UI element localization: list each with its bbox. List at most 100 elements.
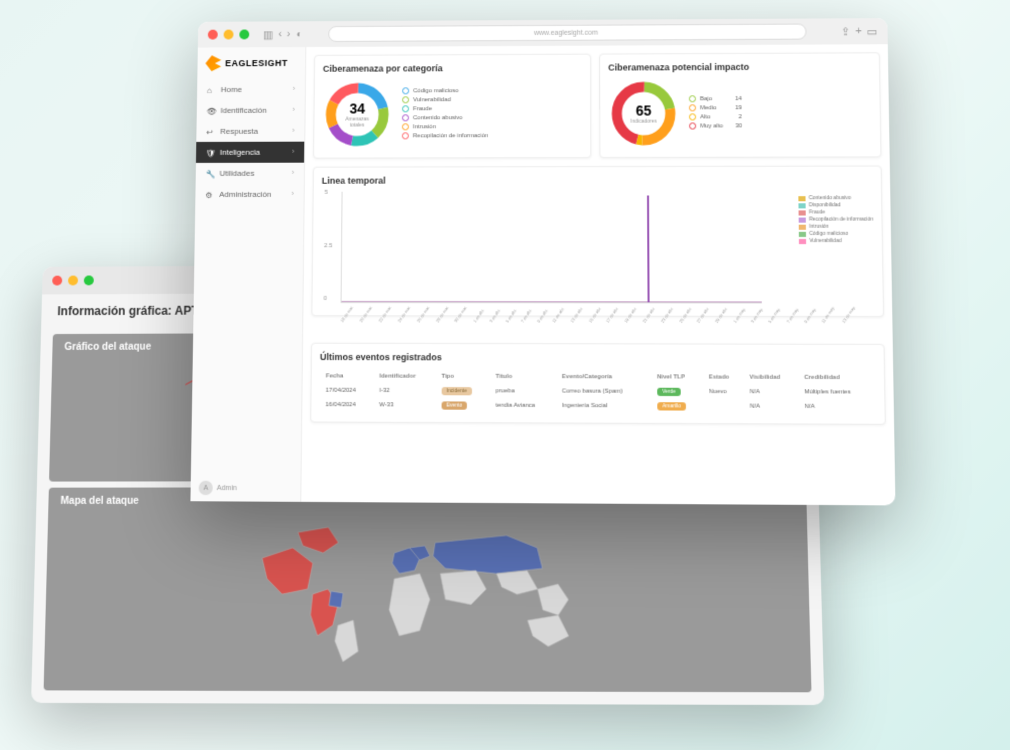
sidebar-toggle-icon[interactable]: ▥: [263, 28, 273, 41]
table-header: Fecha: [322, 370, 374, 382]
sidebar-item-inteligencia[interactable]: 🛡Inteligencia›: [196, 142, 304, 163]
legend-label: Disponibilidad: [809, 202, 841, 208]
legend-item: Intrusión: [402, 123, 488, 130]
cell-credibilidad: Múltiples fuentes: [800, 386, 874, 399]
forward-icon[interactable]: ›: [287, 28, 291, 41]
legend-swatch: [799, 210, 806, 215]
legend-item: Contenido abusivo: [402, 114, 488, 121]
events-table: FechaIdentificadorTipoTítuloEvento/Categ…: [319, 368, 876, 415]
chevron-right-icon: ›: [292, 128, 294, 135]
chevron-right-icon: ›: [291, 191, 293, 198]
maximize-icon[interactable]: [84, 275, 94, 285]
logo[interactable]: EAGLESIGHT: [197, 47, 305, 79]
shield-icon: 🛡: [206, 148, 214, 156]
legend-item: Fraude: [402, 105, 488, 112]
legend-label: Intrusión: [809, 224, 829, 230]
x-label: 29 de abr.: [714, 306, 729, 324]
minimize-icon[interactable]: [68, 276, 78, 286]
x-label: 25 de abr.: [678, 306, 693, 324]
table-row[interactable]: 17/04/2024 I-32 Incidente prueba Correo …: [322, 385, 875, 399]
legend-value: 19: [727, 105, 742, 111]
x-label: 22 de mar.: [377, 305, 392, 324]
tabs-icon[interactable]: ▭: [867, 25, 878, 38]
legend-label: Código malicioso: [809, 231, 848, 237]
share-icon[interactable]: ⇪: [841, 25, 851, 38]
sidebar-item-label: Identificación: [220, 106, 266, 115]
cell-tlp: Amarillo: [653, 400, 703, 413]
timeline-chart: 02.5518 de mar.20 de mar.22 de mar.24 de…: [341, 191, 762, 303]
legend-label: Vulnerabilidad: [413, 97, 451, 103]
x-label: 28 de mar.: [434, 305, 449, 324]
legend-label: Fraude: [413, 106, 432, 112]
category-chart-title: Ciberamenaza por categoría: [323, 63, 582, 74]
timeline-legend-item: Código malicioso: [799, 231, 874, 237]
front-titlebar: ▥ ‹ › ◐ www.eaglesight.com ⇪ + ▭: [198, 18, 888, 47]
legend-item: Alto2: [689, 113, 742, 120]
timeline-legend-item: Disponibilidad: [799, 202, 873, 208]
sidebar-item-label: Utilidades: [219, 169, 254, 178]
x-label: 5 de may.: [768, 307, 782, 324]
table-header: Visibilidad: [745, 371, 798, 384]
table-header: Nivel TLP: [653, 371, 703, 384]
legend-item: Medio 19: [689, 104, 742, 111]
x-label: 24 de mar.: [396, 305, 411, 324]
sidebar-item-label: Administración: [219, 190, 271, 199]
sidebar-item-label: Respuesta: [220, 127, 258, 136]
legend-label: Medio: [700, 105, 717, 111]
chevron-right-icon: ›: [292, 107, 294, 114]
sidebar-item-utilidades[interactable]: 🔧Utilidades›: [196, 163, 304, 184]
sidebar-item-respuesta[interactable]: ↩Respuesta›: [196, 121, 304, 142]
cell-id: I-32: [375, 385, 435, 398]
legend-label: Vulnerabilidad: [809, 238, 841, 244]
legend-dot: [689, 104, 696, 111]
timeline-legend-item: Contenido abusivo: [799, 195, 873, 201]
y-tick: 0: [324, 296, 327, 302]
cell-estado: [705, 400, 744, 413]
close-icon[interactable]: [52, 276, 62, 286]
legend-item: Recopilación de información: [402, 132, 488, 139]
cell-estado: Nuevo: [705, 386, 744, 399]
x-label: 11 de may.: [821, 305, 836, 324]
country-shape: [335, 620, 359, 662]
x-label: 20 de mar.: [358, 305, 373, 324]
sidebar-item-administración[interactable]: ⚙Administración›: [195, 184, 304, 205]
close-icon[interactable]: [208, 30, 218, 40]
x-label: 9 de may.: [803, 307, 817, 325]
table-header: Evento/Categoría: [558, 371, 651, 384]
chevron-right-icon: ›: [292, 149, 294, 156]
eye-icon: 👁: [207, 107, 215, 115]
table-header: Credibilidad: [800, 372, 874, 385]
timeline-legend-item: Fraude: [799, 209, 874, 215]
x-label: 5 de abr.: [504, 308, 517, 324]
x-label: 9 de abr.: [536, 308, 549, 324]
url-bar[interactable]: www.eaglesight.com: [328, 24, 807, 42]
timeline-legend-item: Intrusión: [799, 224, 874, 230]
legend-label: Intrusión: [413, 124, 436, 130]
country-shape: [440, 570, 486, 604]
minimize-icon[interactable]: [224, 30, 234, 40]
y-tick: 5: [325, 190, 328, 196]
timeline-spike: [647, 196, 650, 303]
cell-titulo: tendia Avianca: [492, 400, 556, 413]
category-legend: Código maliciosoVulnerabilidadFraudeCont…: [402, 87, 488, 141]
add-icon[interactable]: +: [855, 25, 862, 38]
sidebar-item-identificación[interactable]: 👁 Identificación ›: [197, 100, 305, 121]
table-row[interactable]: 16/04/2024 W-33 Evento tendia Avianca In…: [321, 399, 874, 413]
x-label: 23 de abr.: [660, 306, 675, 324]
events-card: Últimos eventos registrados FechaIdentif…: [310, 343, 886, 425]
table-header: Identificador: [375, 370, 435, 382]
x-label: 1 de abr.: [473, 308, 486, 324]
logo-text: EAGLESIGHT: [225, 58, 288, 68]
legend-swatch: [799, 231, 806, 236]
cell-fecha: 17/04/2024: [322, 385, 374, 397]
legend-swatch: [799, 217, 806, 222]
legend-value: 2: [730, 114, 742, 120]
sidebar-item-home[interactable]: ⌂Home›: [197, 79, 305, 100]
footer-user[interactable]: A Admin: [199, 481, 237, 496]
tipo-badge: Evento: [441, 401, 467, 409]
maximize-icon[interactable]: [239, 29, 249, 39]
chevron-right-icon: ›: [293, 86, 295, 93]
x-label: 26 de mar.: [415, 305, 430, 324]
back-icon[interactable]: ‹: [278, 28, 282, 41]
impact-total: 65: [630, 102, 656, 118]
